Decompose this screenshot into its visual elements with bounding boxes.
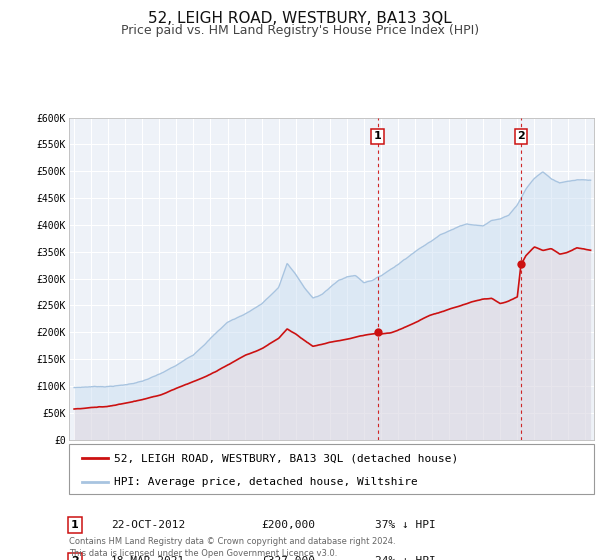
Text: £327,000: £327,000 (261, 556, 315, 560)
Text: 18-MAR-2021: 18-MAR-2021 (111, 556, 185, 560)
Text: 2: 2 (517, 132, 525, 141)
Text: 52, LEIGH ROAD, WESTBURY, BA13 3QL (detached house): 52, LEIGH ROAD, WESTBURY, BA13 3QL (deta… (113, 453, 458, 463)
Text: 52, LEIGH ROAD, WESTBURY, BA13 3QL: 52, LEIGH ROAD, WESTBURY, BA13 3QL (148, 11, 452, 26)
Text: 1: 1 (374, 132, 382, 141)
Text: 22-OCT-2012: 22-OCT-2012 (111, 520, 185, 530)
Text: HPI: Average price, detached house, Wiltshire: HPI: Average price, detached house, Wilt… (113, 477, 418, 487)
Text: 1: 1 (71, 520, 79, 530)
Text: 24% ↓ HPI: 24% ↓ HPI (375, 556, 436, 560)
FancyBboxPatch shape (69, 444, 594, 494)
Text: £200,000: £200,000 (261, 520, 315, 530)
Text: Price paid vs. HM Land Registry's House Price Index (HPI): Price paid vs. HM Land Registry's House … (121, 24, 479, 37)
Text: 2: 2 (71, 556, 79, 560)
Text: 37% ↓ HPI: 37% ↓ HPI (375, 520, 436, 530)
Text: Contains HM Land Registry data © Crown copyright and database right 2024.
This d: Contains HM Land Registry data © Crown c… (69, 537, 395, 558)
